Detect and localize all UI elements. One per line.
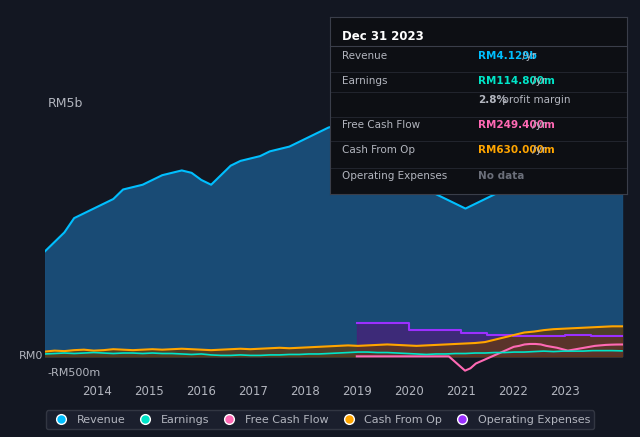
Text: /yr: /yr <box>529 76 547 86</box>
Text: RM0: RM0 <box>19 351 44 361</box>
Text: RM249.400m: RM249.400m <box>479 120 556 130</box>
Text: No data: No data <box>479 171 525 181</box>
Text: -RM500m: -RM500m <box>48 368 101 378</box>
Text: Earnings: Earnings <box>342 76 387 86</box>
Text: RM5b: RM5b <box>48 97 83 110</box>
Text: Dec 31 2023: Dec 31 2023 <box>342 30 423 43</box>
Text: Operating Expenses: Operating Expenses <box>342 171 447 181</box>
Legend: Revenue, Earnings, Free Cash Flow, Cash From Op, Operating Expenses: Revenue, Earnings, Free Cash Flow, Cash … <box>45 410 595 429</box>
Text: Cash From Op: Cash From Op <box>342 145 415 155</box>
Text: /yr: /yr <box>529 120 547 130</box>
Text: profit margin: profit margin <box>499 95 570 105</box>
Text: /yr: /yr <box>519 51 536 61</box>
Text: /yr: /yr <box>529 145 547 155</box>
Text: Free Cash Flow: Free Cash Flow <box>342 120 420 130</box>
Text: RM630.000m: RM630.000m <box>479 145 555 155</box>
Text: Revenue: Revenue <box>342 51 387 61</box>
Text: 2.8%: 2.8% <box>479 95 508 105</box>
Text: RM114.800m: RM114.800m <box>479 76 556 86</box>
Text: RM4.129b: RM4.129b <box>479 51 537 61</box>
